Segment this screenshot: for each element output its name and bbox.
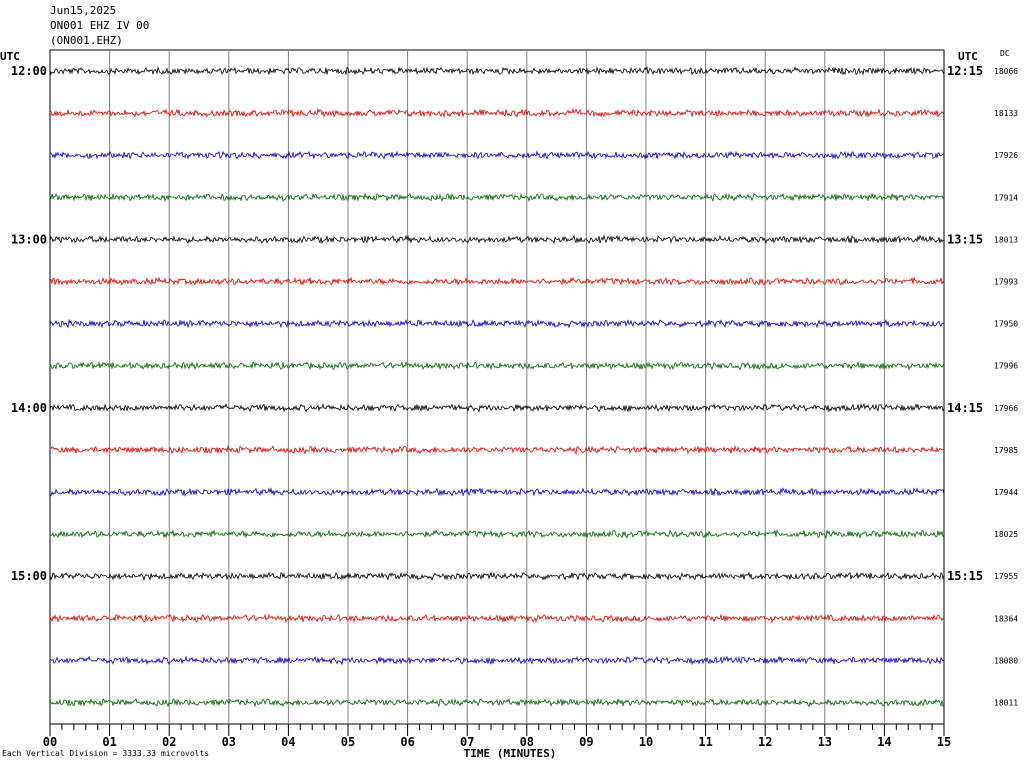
row-dc-value: 18013 [994,235,1018,244]
x-tick-label: 01 [102,735,116,749]
row-dc-value: 18133 [994,109,1018,118]
seismic-trace [49,528,945,540]
row-dc-value: 18011 [994,699,1018,708]
row-time-label-right: 12:15 [947,64,983,78]
seismic-trace [49,487,945,497]
x-tick-label: 09 [579,735,593,749]
x-tick-label: 08 [520,735,534,749]
row-dc-value: 17955 [994,572,1018,581]
station-label: ON001 EHZ IV 00 [50,19,150,32]
x-tick-label: 11 [698,735,712,749]
row-dc-value: 17926 [994,151,1018,160]
row-dc-value: 17996 [994,362,1018,371]
footer-note: Each Vertical Division = 3333.33 microvo… [2,749,210,758]
row-dc-value: 17950 [994,320,1018,329]
x-tick-label: 04 [281,735,295,749]
x-axis-label: TIME (MINUTES) [464,747,557,760]
x-tick-label: 02 [162,735,176,749]
row-time-label-right: 14:15 [947,401,983,415]
x-tick-label: 05 [341,735,355,749]
seismic-trace [49,65,945,76]
channel-label: (ON001.EHZ) [50,34,123,47]
row-time-label-left: 15:00 [11,569,47,583]
row-time-label-left: 14:00 [11,401,47,415]
seismic-trace [49,571,945,582]
plot-frame [49,49,945,725]
seismic-trace [49,655,945,666]
row-time-label-left: 12:00 [11,64,47,78]
seismic-trace [49,192,945,203]
x-tick-label: 07 [460,735,474,749]
row-time-label-right: 15:15 [947,569,983,583]
x-tick-label: 14 [877,735,891,749]
x-tick-label: 06 [400,735,414,749]
date-label: Jun15,2025 [50,4,117,17]
seismic-trace [49,697,945,708]
utc-right-label: UTC [958,50,978,63]
seismic-trace [49,613,945,624]
x-tick-label: 10 [639,735,653,749]
row-dc-value: 17914 [994,193,1018,202]
row-dc-value: 17966 [994,404,1018,413]
seismic-trace [49,107,945,119]
x-tick-label: 00 [43,735,57,749]
seismic-trace [49,276,945,286]
row-dc-value: 17985 [994,446,1018,455]
seismic-trace [49,234,945,245]
dc-header-label: DC [1000,49,1010,58]
row-dc-value: 18025 [994,530,1018,539]
row-dc-value: 17944 [994,488,1018,497]
x-tick-label: 13 [818,735,832,749]
seismic-trace [49,360,945,371]
row-dc-value: 17993 [994,278,1018,287]
row-dc-value: 18364 [994,614,1018,623]
x-tick-label: 12 [758,735,772,749]
x-tick-label: 03 [222,735,236,749]
seismic-trace [49,150,945,161]
row-time-label-right: 13:15 [947,232,983,246]
utc-left-label: UTC [0,50,20,63]
row-time-label-left: 13:00 [11,232,47,246]
seismic-trace [49,444,945,455]
row-dc-value: 18080 [994,656,1018,665]
seismic-trace [49,402,945,413]
seismic-trace [49,318,945,329]
row-dc-value: 18066 [994,67,1018,76]
x-tick-label: 15 [937,735,951,749]
